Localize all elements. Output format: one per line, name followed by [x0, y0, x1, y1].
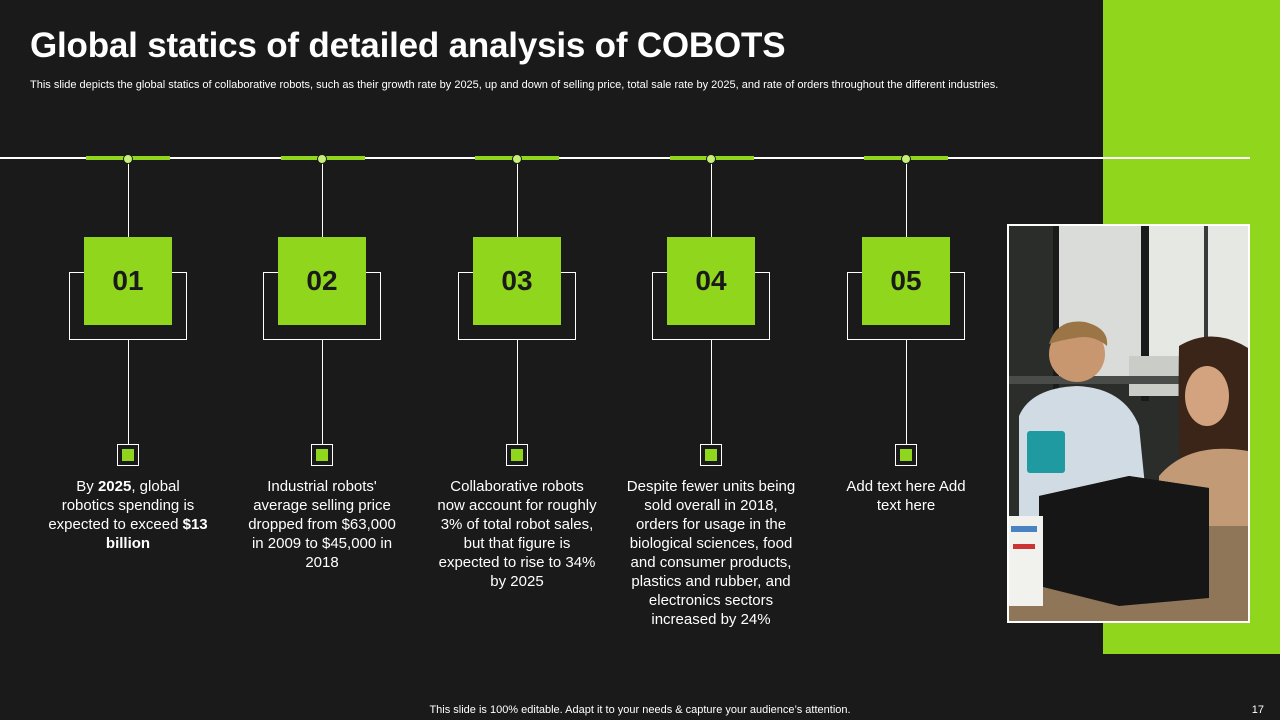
step-description: Industrial robots' average selling price…: [248, 478, 396, 571]
step-description: By 2025, global robotics spending is exp…: [48, 478, 208, 552]
step-number-box: 01: [84, 237, 172, 325]
timeline-dot: [706, 154, 716, 164]
timeline-dot: [123, 154, 133, 164]
step-number-box: 02: [278, 237, 366, 325]
connector-line: [711, 340, 712, 444]
slide-title: Global statics of detailed analysis of C…: [30, 26, 786, 65]
footer-note: This slide is 100% editable. Adapt it to…: [429, 704, 851, 716]
connector-line: [322, 160, 323, 238]
bullet-marker: [895, 444, 917, 466]
connector-line: [322, 340, 323, 444]
bullet-marker: [506, 444, 528, 466]
connector-line: [128, 340, 129, 444]
step-number-box: 05: [862, 237, 950, 325]
timeline-dot: [901, 154, 911, 164]
step-number-box: 04: [667, 237, 755, 325]
connector-line: [128, 160, 129, 238]
connector-line: [517, 340, 518, 444]
bullet-marker: [700, 444, 722, 466]
office-photo: [1007, 224, 1250, 623]
connector-line: [517, 160, 518, 238]
bullet-marker: [311, 444, 333, 466]
step-number-box: 03: [473, 237, 561, 325]
bullet-marker: [117, 444, 139, 466]
timeline-dot: [512, 154, 522, 164]
step-description: Collaborative robots now account for rou…: [437, 478, 597, 590]
connector-line: [711, 160, 712, 238]
connector-line: [906, 340, 907, 444]
slide-subtitle: This slide depicts the global statics of…: [30, 79, 999, 91]
timeline-dot: [317, 154, 327, 164]
connector-line: [906, 160, 907, 238]
step-description: Despite fewer units being sold overall i…: [626, 478, 796, 628]
people-at-desk-image: [1009, 226, 1248, 621]
page-number: 17: [1251, 704, 1264, 716]
timeline-line: [0, 157, 1250, 159]
step-description: Add text here Add text here: [846, 478, 966, 514]
